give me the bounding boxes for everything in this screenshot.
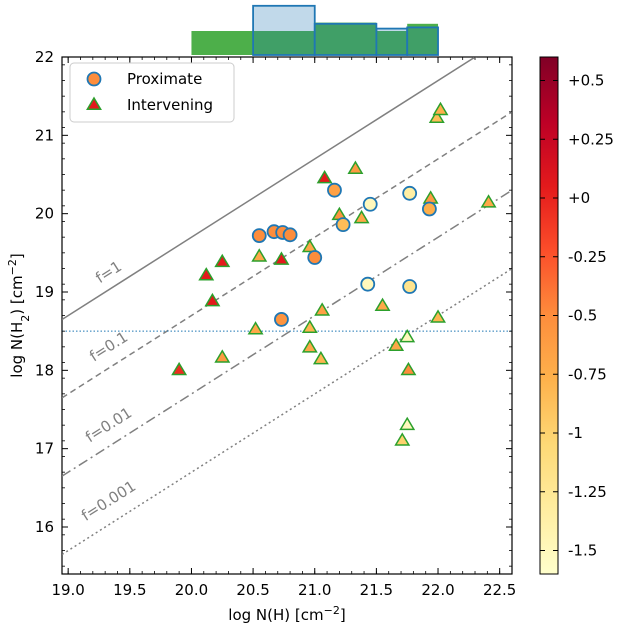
fraction-lines (62, 57, 512, 556)
intervening-point (422, 190, 439, 204)
intervening-point (374, 297, 391, 312)
intervening-point (316, 169, 333, 184)
intervening-point (480, 194, 497, 208)
colorbar-tick-label: -1.5 (568, 542, 597, 560)
intervening-point (301, 319, 318, 333)
x-tick-label: 21.0 (298, 581, 331, 599)
top-histogram (191, 4, 439, 56)
intervening-point (428, 109, 445, 124)
intervening-point (214, 253, 231, 268)
legend-marker-proximate (86, 71, 102, 87)
x-tick-label: 19.5 (113, 581, 146, 599)
intervening-point (273, 251, 290, 265)
proximate-point (421, 201, 437, 217)
x-tick-label: 20.5 (236, 581, 269, 599)
intervening-point (399, 416, 416, 431)
x-tick-label: 22.5 (483, 581, 516, 599)
intervening-point (251, 248, 268, 262)
colorbar-tick-label: +0.5 (568, 72, 604, 90)
proximate-point (360, 276, 376, 292)
intervening-point (204, 292, 221, 307)
histogram-bar-proximate (406, 26, 439, 56)
intervening-point (430, 309, 446, 323)
legend-marker-intervening (86, 96, 102, 110)
y-tick-label: 22 (35, 48, 54, 66)
legend-label: Intervening (127, 96, 213, 114)
proximate-point (362, 196, 378, 212)
colorbar-tick-label: -1.25 (568, 483, 607, 501)
intervening-point (214, 349, 231, 363)
fraction-line-label: f=0.001 (78, 477, 139, 525)
intervening-point (399, 328, 416, 343)
proximate-point (335, 217, 351, 233)
plot-area: 19.0 19.5 20.0 20.5 21.0 21.5 22.0 22.5 16 17 18 19… (35, 48, 516, 599)
y-tick-label: 17 (35, 440, 54, 458)
intervening-point (314, 302, 331, 316)
x-tick-label: 19.0 (51, 581, 84, 599)
fraction-line-label: f=0.1 (86, 328, 131, 366)
proximate-point (307, 250, 323, 265)
proximate-point (327, 182, 342, 198)
x-tick-label: 20.0 (175, 581, 208, 599)
y-axis-label: log N(H2) [cm−2] (6, 253, 32, 377)
intervening-point (312, 350, 329, 365)
y-tick-label: 16 (35, 518, 54, 536)
histogram-bar-proximate (313, 22, 378, 56)
intervening-point (247, 321, 264, 335)
histogram-bar-intervening (191, 31, 254, 55)
y-tick-label: 18 (35, 361, 54, 379)
colorbar-tick-label: +0 (568, 189, 590, 207)
intervening-point (388, 337, 405, 351)
histogram-bar-proximate (375, 27, 409, 56)
proximate-point (282, 227, 298, 243)
x-axis-label: log N(H) [cm−2] (228, 604, 345, 625)
fraction-line (62, 111, 512, 399)
y-tick-label: 19 (35, 283, 54, 301)
x-tick-label: 22.0 (421, 581, 454, 599)
proximate-point (274, 312, 289, 327)
intervening-point (347, 160, 364, 174)
histogram-bar-intervening (314, 22, 377, 56)
axis-labels: log N(H) [cm−2] log N(H2) [cm−2] (6, 253, 346, 624)
intervening-point (432, 101, 449, 116)
axis-ticks: 19.0 19.5 20.0 20.5 21.0 21.5 22.0 22.5 16 17 18 19… (35, 48, 516, 599)
fraction-line-label: f=0.01 (82, 404, 135, 447)
colorbar-tick-label: -0.75 (568, 365, 607, 383)
colorbar-tick-label: -0.5 (568, 307, 597, 325)
colorbar-tick-label: +0.25 (568, 130, 614, 148)
colorbar-tick-label: -1 (568, 424, 583, 442)
proximate-point (402, 279, 418, 294)
fraction-line (62, 189, 512, 477)
intervening-point (198, 267, 215, 281)
colorbar-tick-label: -0.25 (568, 248, 607, 266)
legend-label: Proximate (127, 70, 202, 88)
proximate-point (251, 228, 267, 244)
histogram-bar-intervening (253, 31, 315, 55)
legend-box (69, 62, 235, 123)
fraction-line (62, 267, 512, 556)
intervening-point (171, 361, 188, 376)
intervening-point (400, 361, 417, 376)
x-tick-label: 21.5 (360, 581, 393, 599)
intervening-point (353, 209, 370, 224)
y-tick-label: 20 (35, 205, 54, 223)
histogram-bar-proximate (252, 4, 316, 56)
y-tick-label: 21 (35, 126, 54, 144)
colorbar: +0.5 +0.25 +0 -0.25 -0.5 -0.75 -1 -1.25 -1.5 (539, 56, 614, 575)
legend: Proximate Intervening (69, 62, 235, 123)
fraction-line (62, 57, 477, 321)
intervening-point (301, 339, 318, 353)
histogram-bar-intervening (407, 23, 439, 55)
intervening-point (394, 432, 411, 446)
data-points (171, 101, 497, 446)
histogram-bar-intervening (376, 31, 408, 55)
intervening-point (301, 238, 318, 253)
proximate-point (402, 185, 418, 201)
